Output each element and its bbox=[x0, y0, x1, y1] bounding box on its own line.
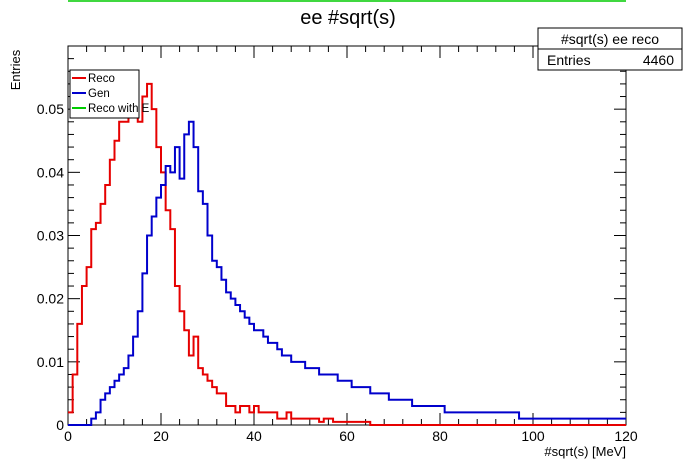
series-gen-step bbox=[68, 120, 626, 426]
legend-label-reco-with-e: Reco with E bbox=[88, 103, 150, 115]
x-tick-label: 100 bbox=[521, 428, 545, 444]
series-group bbox=[68, 82, 626, 426]
y-tick-label: 0.01 bbox=[37, 354, 64, 370]
stats-box: #sqrt(s) ee reco Entries 4460 bbox=[537, 27, 683, 71]
chart-title: ee #sqrt(s) bbox=[300, 7, 396, 29]
y-tick-label: 0.05 bbox=[37, 101, 64, 117]
y-tick-label: 0.03 bbox=[37, 228, 64, 244]
y-tick-label: 0.04 bbox=[37, 164, 64, 180]
y-tick-label: 0.02 bbox=[37, 291, 64, 307]
stats-entries-label: Entries bbox=[547, 52, 591, 68]
x-tick-label: 80 bbox=[432, 428, 448, 444]
y-tick-label: 0 bbox=[56, 417, 64, 433]
x-tick-label: 0 bbox=[64, 428, 72, 444]
x-tick-label: 120 bbox=[614, 428, 638, 444]
stats-entries-value: 4460 bbox=[643, 52, 674, 68]
stats-box-title: #sqrt(s) ee reco bbox=[561, 31, 659, 47]
legend: Reco Gen Reco with E bbox=[69, 69, 150, 119]
series-reco-step bbox=[68, 82, 626, 426]
x-tick-label: 20 bbox=[153, 428, 169, 444]
x-tick-label: 40 bbox=[246, 428, 262, 444]
x-tick-label: 60 bbox=[339, 428, 355, 444]
legend-label-reco: Reco bbox=[88, 73, 115, 85]
y-axis-label: Entries bbox=[8, 49, 23, 90]
x-axis-label: #sqrt(s) [MeV] bbox=[544, 444, 626, 459]
legend-label-gen: Gen bbox=[88, 88, 110, 100]
